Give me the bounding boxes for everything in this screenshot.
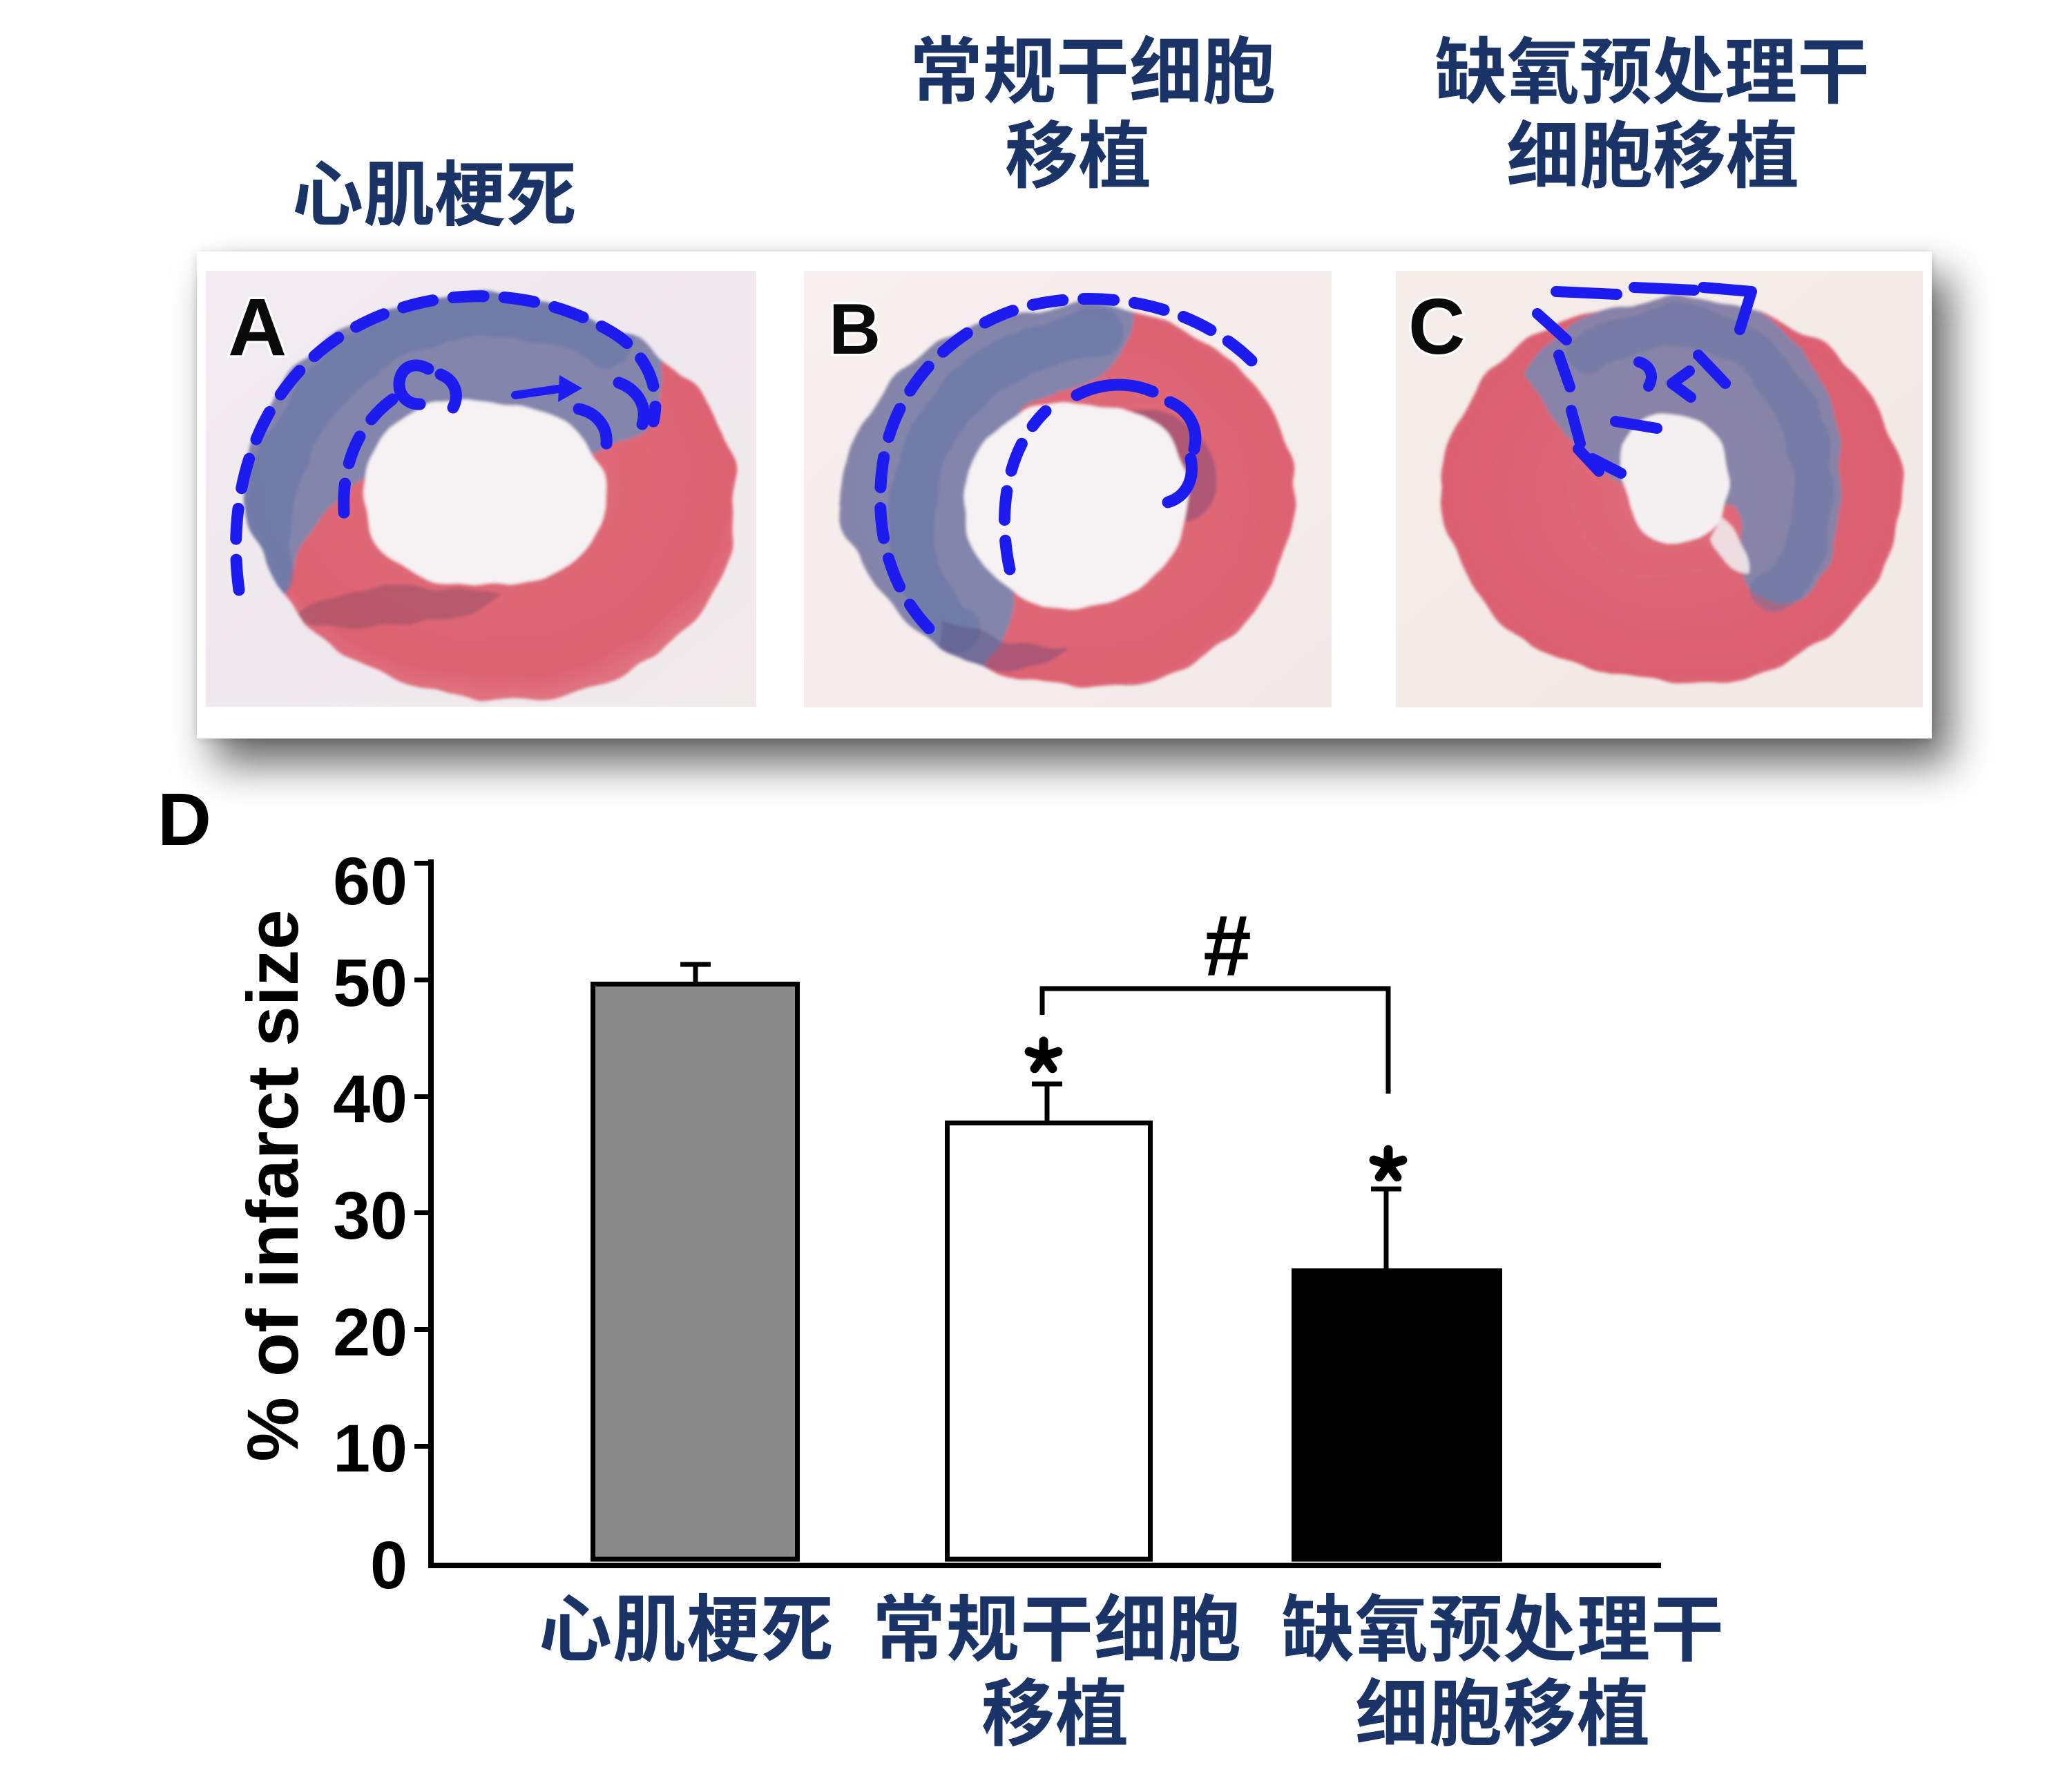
svg-text:40: 40 [333,1061,407,1136]
svg-text:20: 20 [333,1295,407,1370]
svg-text:A: A [228,282,287,373]
svg-text:50: 50 [333,945,407,1020]
svg-text:% of infarct size: % of infarct size [233,909,314,1461]
svg-text:B: B [829,289,881,370]
svg-text:10: 10 [333,1411,407,1486]
svg-text:0: 0 [370,1527,407,1603]
svg-text:#: # [1203,898,1251,994]
svg-text:60: 60 [333,844,407,919]
svg-text:C: C [1408,283,1465,371]
svg-text:30: 30 [333,1178,407,1253]
svg-text:D: D [157,777,211,861]
